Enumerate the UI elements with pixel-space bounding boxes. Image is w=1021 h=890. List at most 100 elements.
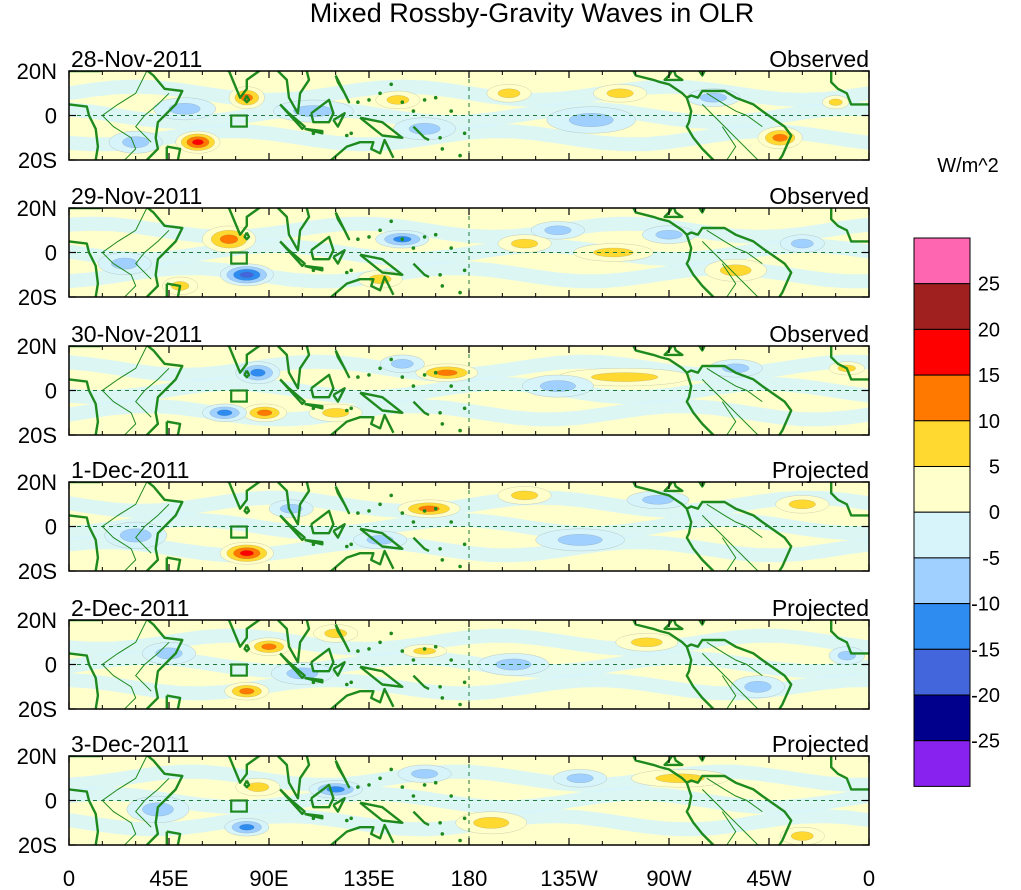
colorbar-level: 5	[989, 457, 1000, 479]
island	[311, 268, 316, 273]
coastline	[225, 482, 262, 510]
anomaly-contour	[246, 782, 270, 792]
lat-label: 20S	[18, 559, 57, 584]
lat-label: 20S	[18, 833, 57, 858]
anomaly-contour	[390, 359, 414, 369]
anomaly-contour	[744, 681, 772, 693]
island	[449, 520, 454, 524]
island	[378, 502, 382, 507]
country-border	[721, 126, 737, 160]
coastline	[304, 127, 324, 135]
anomaly-contour	[261, 643, 277, 650]
coastline	[663, 756, 684, 767]
coastline	[663, 71, 684, 82]
coastline	[334, 349, 351, 379]
lon-label: 90W	[646, 866, 691, 890]
anomaly-contour	[544, 225, 572, 236]
coastline	[359, 253, 404, 276]
island	[389, 493, 394, 498]
olr-band	[69, 512, 869, 541]
country-border	[701, 379, 759, 435]
country-border	[701, 789, 759, 845]
anomaly-contour	[497, 88, 521, 99]
coastline	[304, 402, 324, 410]
island	[349, 542, 354, 547]
lat-label: 0	[45, 104, 57, 129]
olr-field	[69, 486, 869, 565]
colorbar-swatch	[913, 648, 971, 696]
coastline	[304, 676, 324, 684]
coastline	[632, 346, 793, 435]
coastline	[332, 387, 346, 403]
coastline	[320, 549, 395, 571]
coastline	[697, 756, 706, 762]
coastline	[359, 391, 404, 414]
country-border	[706, 777, 763, 813]
anomaly-contour	[606, 88, 634, 99]
island	[345, 270, 349, 275]
coastline	[412, 125, 430, 142]
panel-status: Observed	[769, 321, 869, 347]
island	[400, 100, 405, 104]
coastline	[663, 482, 684, 493]
coastline	[225, 346, 262, 374]
island	[433, 95, 438, 100]
map-panel: 20N 0 20S 29-Nov-2011 Observed	[17, 183, 870, 310]
panel-date: 28-Nov-2011	[71, 46, 202, 72]
island	[422, 647, 427, 651]
island	[311, 406, 316, 411]
island	[449, 109, 454, 113]
island	[389, 767, 394, 772]
coastline	[310, 98, 335, 124]
colorbar-level: 20	[978, 319, 1000, 341]
colorbar-swatch	[913, 283, 971, 330]
coastline	[332, 797, 346, 813]
panel-status: Observed	[769, 183, 869, 209]
coastline	[412, 810, 430, 827]
colorbar-level: -5	[982, 548, 1000, 570]
island	[438, 547, 442, 551]
anomaly-contour	[257, 409, 273, 416]
island	[449, 794, 454, 798]
colorbar-level: 0	[989, 502, 1000, 524]
longitude-axis: 0 45E 90E 135E 180 135W 90W 45W 0	[63, 866, 875, 890]
lon-label: 0	[863, 866, 875, 890]
colorbar-swatch	[913, 740, 971, 787]
island	[349, 131, 354, 136]
country-border	[101, 482, 148, 571]
anomaly-contour	[539, 380, 576, 392]
island	[422, 235, 427, 239]
country-border	[706, 641, 763, 677]
country-border	[721, 401, 737, 435]
island	[378, 228, 382, 233]
island	[440, 147, 445, 151]
colorbar-level: -20	[971, 685, 1000, 707]
island	[356, 100, 360, 104]
colorbar-level: 10	[978, 411, 1000, 433]
coastline	[697, 620, 706, 626]
coastline	[225, 71, 262, 99]
coastline	[320, 275, 395, 297]
coastline	[310, 509, 335, 535]
anomaly-contour	[436, 369, 458, 376]
colorbar-level: -25	[971, 731, 1000, 753]
coastline	[632, 208, 793, 297]
island	[356, 649, 360, 653]
coastline	[334, 623, 351, 653]
island	[440, 422, 445, 426]
coastline	[279, 378, 306, 406]
coastline	[69, 652, 100, 709]
island	[378, 776, 382, 781]
coastline	[310, 373, 335, 399]
country-border	[701, 653, 759, 709]
coastline	[320, 138, 395, 160]
island	[349, 268, 354, 273]
coastline	[359, 665, 404, 688]
island	[367, 373, 371, 377]
coastline	[69, 208, 184, 297]
panel-date: 29-Nov-2011	[71, 183, 202, 209]
lon-label: 135E	[343, 866, 394, 890]
anomaly-contour	[386, 95, 410, 105]
country-border	[706, 92, 763, 128]
country-border	[706, 367, 763, 403]
